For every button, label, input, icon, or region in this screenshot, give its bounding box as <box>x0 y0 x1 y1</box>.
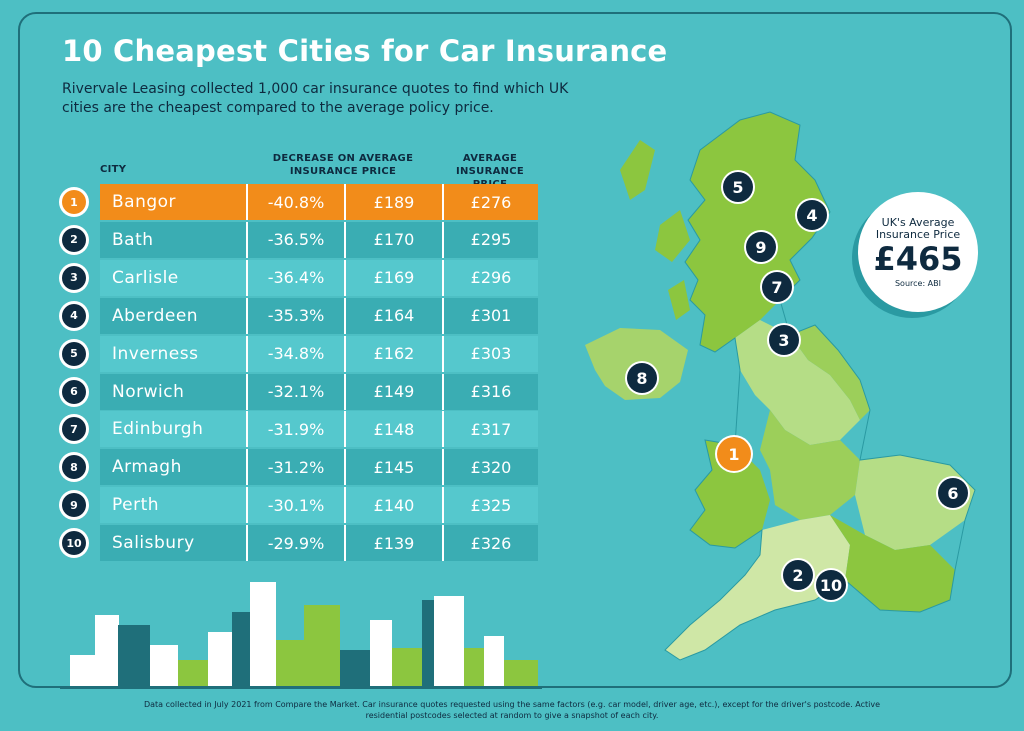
average-cell: £320 <box>442 449 538 486</box>
price-cell: £148 <box>344 411 442 448</box>
map-marker-1: 1 <box>717 437 751 471</box>
price-cell: £164 <box>344 297 442 334</box>
header-decrease: DECREASE ON AVERAGE INSURANCE PRICE <box>272 153 414 177</box>
rank-badge: 2 <box>62 227 86 252</box>
city-cell: Salisbury <box>112 533 195 554</box>
map-region-yorkshire <box>790 325 870 420</box>
price-cell: £162 <box>344 335 442 372</box>
price-cell: £139 <box>344 525 442 562</box>
decrease-cell: -29.9% <box>246 525 344 562</box>
average-cell: £301 <box>442 297 538 334</box>
table-row: Aberdeen -35.3% £164 £301 <box>100 297 538 334</box>
rank-badge: 4 <box>62 303 86 328</box>
decrease-cell: -40.8% <box>246 184 344 220</box>
map-marker-4: 4 <box>797 200 827 230</box>
map-marker-9: 9 <box>746 232 776 262</box>
city-cell: Aberdeen <box>112 305 199 326</box>
rank-badge: 5 <box>62 341 86 366</box>
average-cell: £303 <box>442 335 538 372</box>
decrease-cell: -31.9% <box>246 411 344 448</box>
city-cell: Bath <box>112 229 154 250</box>
average-cell: £325 <box>442 487 538 524</box>
average-cell: £316 <box>442 373 538 410</box>
city-cell: Edinburgh <box>112 419 204 440</box>
decrease-cell: -31.2% <box>246 449 344 486</box>
city-cell: Carlisle <box>112 267 179 288</box>
page-title: 10 Cheapest Cities for Car Insurance <box>62 34 668 68</box>
decrease-cell: -30.1% <box>246 487 344 524</box>
city-skyline-illustration <box>60 582 542 689</box>
table-row: Armagh -31.2% £145 £320 <box>100 449 538 486</box>
page-subtitle: Rivervale Leasing collected 1,000 car in… <box>62 81 569 116</box>
map-region-skye <box>655 210 690 262</box>
decrease-cell: -36.4% <box>246 259 344 296</box>
uk-average-value: £465 <box>873 239 963 278</box>
average-cell: £276 <box>442 184 538 220</box>
map-region-north-england <box>735 320 860 445</box>
price-cell: £170 <box>344 221 442 258</box>
price-cell: £189 <box>344 184 442 220</box>
table-row: Norwich -32.1% £149 £316 <box>100 373 538 410</box>
map-marker-7: 7 <box>762 272 792 302</box>
map-marker-3: 3 <box>769 325 799 355</box>
footer-note: Data collected in July 2021 from Compare… <box>143 700 880 720</box>
header-city: CITY <box>100 164 127 175</box>
map-region-midlands <box>760 410 860 520</box>
city-cell: Bangor <box>112 192 177 212</box>
city-cell: Inverness <box>112 343 199 364</box>
decrease-cell: -35.3% <box>246 297 344 334</box>
price-cell: £169 <box>344 259 442 296</box>
decrease-cell: -32.1% <box>246 373 344 410</box>
rank-badge: 6 <box>62 379 86 404</box>
price-cell: £145 <box>344 449 442 486</box>
map-marker-2: 2 <box>783 560 813 590</box>
price-cell: £149 <box>344 373 442 410</box>
average-cell: £296 <box>442 259 538 296</box>
table-row: Inverness -34.8% £162 £303 <box>100 335 538 372</box>
map-marker-10: 10 <box>816 570 846 600</box>
rank-badge: 1 <box>62 190 86 214</box>
rank-badge: 8 <box>62 455 86 480</box>
table-row: Bangor -40.8% £189 £276 <box>100 184 538 220</box>
table-row: Perth -30.1% £140 £325 <box>100 487 538 524</box>
rank-badge: 3 <box>62 265 86 290</box>
map-marker-5: 5 <box>723 172 753 202</box>
price-cell: £140 <box>344 487 442 524</box>
decrease-cell: -36.5% <box>246 221 344 258</box>
city-cell: Armagh <box>112 457 182 478</box>
city-cell: Norwich <box>112 381 185 402</box>
average-cell: £326 <box>442 525 538 562</box>
rank-badge: 7 <box>62 417 86 442</box>
map-region-arran <box>668 280 690 320</box>
map-region-hebrides <box>620 140 655 200</box>
average-cell: £295 <box>442 221 538 258</box>
uk-average-source: Source: ABI <box>894 278 942 288</box>
uk-average-label: UK's Average Insurance Price <box>875 215 961 241</box>
map-marker-8: 8 <box>627 363 657 393</box>
map-marker-6: 6 <box>938 478 968 508</box>
map-region-wales <box>690 440 770 548</box>
average-cell: £317 <box>442 411 538 448</box>
decrease-cell: -34.8% <box>246 335 344 372</box>
city-cell: Perth <box>112 495 160 516</box>
rank-badge: 9 <box>62 493 86 518</box>
rank-badge: 10 <box>62 531 86 556</box>
table-row: Edinburgh -31.9% £148 £317 <box>100 411 538 448</box>
table-row: Bath -36.5% £170 £295 <box>100 221 538 258</box>
table-row: Salisbury -29.9% £139 £326 <box>100 525 538 562</box>
map-region-south-east <box>830 515 955 612</box>
table-row: Carlisle -36.4% £169 £296 <box>100 259 538 296</box>
uk-average-callout: UK's Average Insurance Price £465 Source… <box>858 192 978 312</box>
map-region-south-west <box>665 515 850 660</box>
